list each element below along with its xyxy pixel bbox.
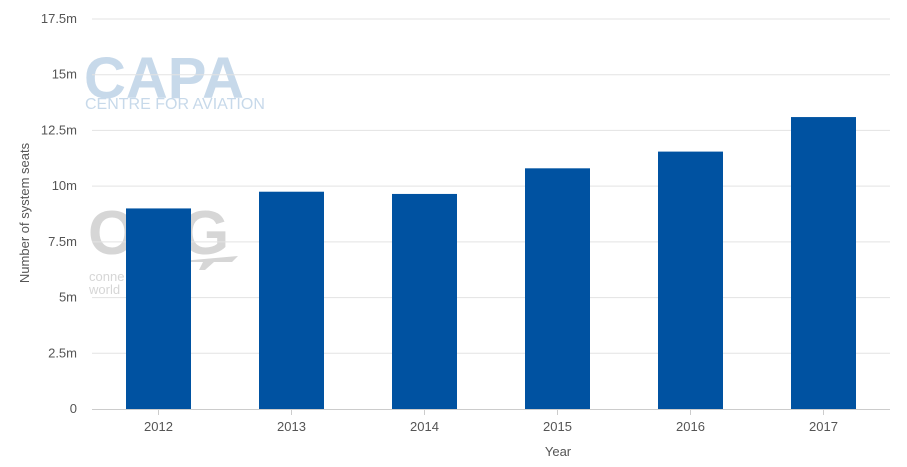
x-tick-label: 2013 — [277, 419, 306, 434]
y-tick-label: 2.5m — [48, 345, 77, 360]
y-axis-ticks: 0 2.5m 5m 7.5m 10m 12.5m 15m 17.5m — [41, 11, 77, 416]
x-tick-label: 2017 — [809, 419, 838, 434]
x-tick-label: 2012 — [144, 419, 173, 434]
bar-2013[interactable] — [259, 191, 324, 409]
x-tick-label: 2016 — [676, 419, 705, 434]
bar-2014[interactable] — [392, 193, 457, 409]
y-tick-label: 10m — [52, 178, 77, 193]
y-tick-label: 15m — [52, 67, 77, 82]
x-axis-title: Year — [545, 444, 572, 459]
y-tick-label: 5m — [59, 290, 77, 305]
oag-watermark-tagline-1: conne — [89, 269, 124, 284]
capa-watermark: CAPA CENTRE FOR AVIATION — [84, 46, 265, 113]
plane-icon — [170, 256, 238, 270]
y-tick-label: 12.5m — [41, 122, 77, 137]
bar-2016[interactable] — [658, 151, 723, 409]
y-axis-title: Number of system seats — [17, 142, 32, 283]
capa-watermark-logo: CAPA — [84, 46, 244, 111]
bar-2012[interactable] — [126, 208, 191, 409]
x-axis-ticks: 2012 2013 2014 2015 2016 2017 — [144, 409, 838, 434]
bar-2015[interactable] — [525, 168, 590, 409]
y-tick-label: 0 — [70, 401, 77, 416]
oag-watermark-tagline-2: world — [88, 282, 120, 297]
capa-watermark-subtitle: CENTRE FOR AVIATION — [85, 96, 265, 113]
x-tick-label: 2015 — [543, 419, 572, 434]
y-tick-label: 7.5m — [48, 234, 77, 249]
x-tick-label: 2014 — [410, 419, 439, 434]
bar-2017[interactable] — [791, 117, 856, 410]
grid-lines — [92, 18, 890, 354]
bar-series — [126, 117, 856, 410]
y-tick-label: 17.5m — [41, 11, 77, 26]
